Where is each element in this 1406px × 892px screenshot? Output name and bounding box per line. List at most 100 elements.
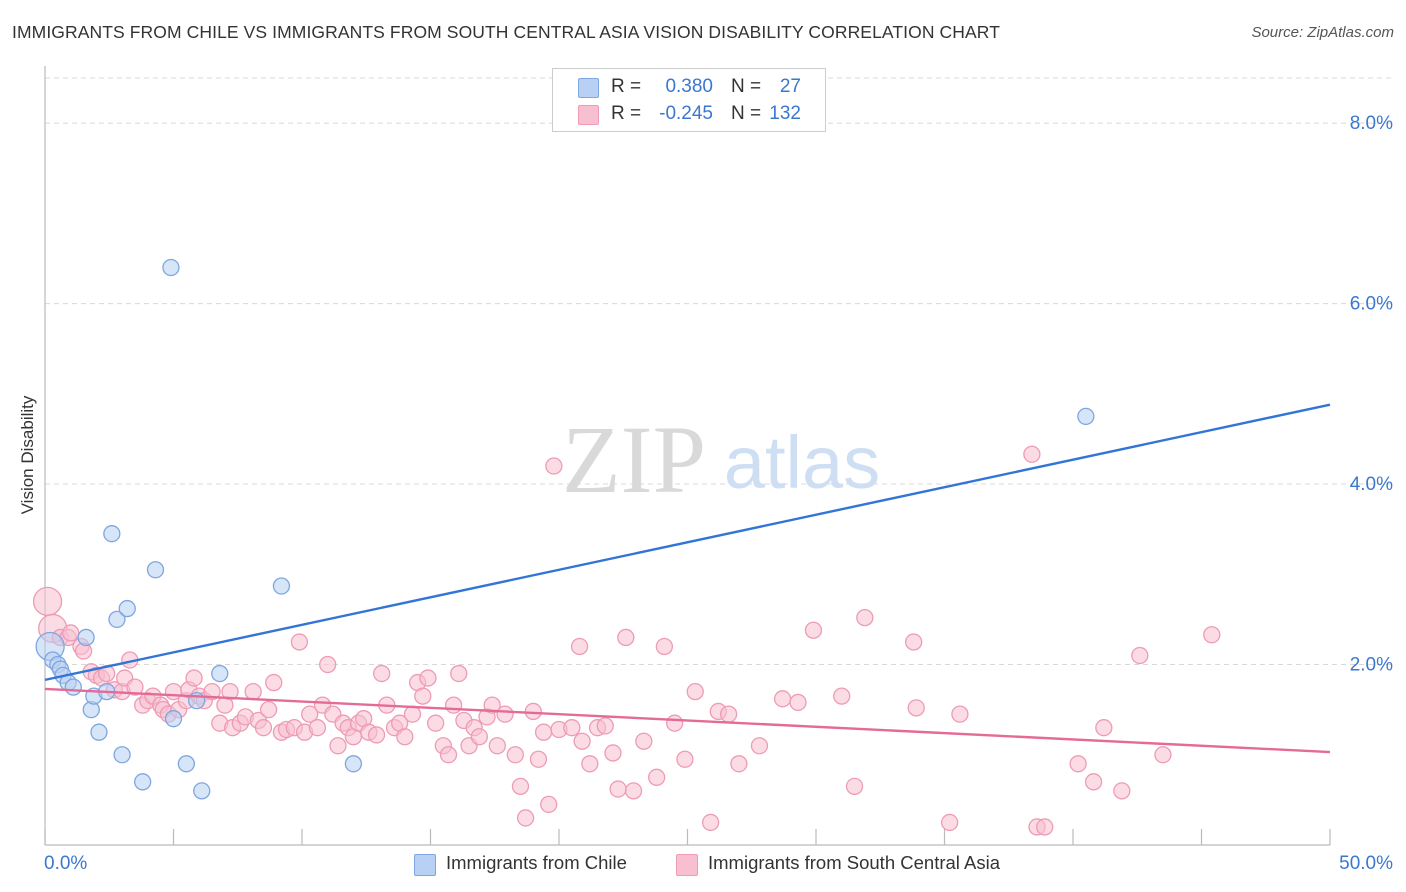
watermark-atlas: atlas	[724, 421, 880, 504]
south-central-asia-point	[1095, 719, 1113, 737]
legend-r-value: 0.380	[665, 76, 713, 97]
south-central-asia-point	[203, 682, 221, 701]
legend-swatch-south-central-asia	[676, 854, 698, 876]
south-central-asia-point	[373, 664, 391, 683]
chile-point	[1077, 407, 1095, 426]
south-central-asia-point	[126, 678, 144, 696]
series-chile-points	[35, 258, 1095, 800]
legend-n-value: 132	[769, 103, 801, 124]
south-central-asia-point	[1131, 646, 1149, 665]
y-axis-title: Vision Disability	[18, 395, 37, 515]
south-central-asia-point	[789, 693, 807, 712]
south-central-asia-point	[444, 696, 463, 714]
south-central-asia-point	[545, 457, 563, 475]
south-central-asia-point	[450, 664, 468, 683]
legend-r-label: R =	[611, 76, 642, 97]
grid-lines	[45, 77, 1392, 666]
south-central-asia-point	[470, 728, 488, 746]
south-central-asia-point	[308, 719, 327, 737]
legend-label-chile: Immigrants from Chile	[446, 852, 627, 873]
chile-point	[118, 599, 136, 618]
south-central-asia-point	[648, 768, 666, 786]
south-central-asia-point	[604, 744, 622, 762]
x-tick-label: 50.0%	[1339, 853, 1393, 874]
x-tick-label: 0.0%	[44, 853, 87, 874]
legend-n-label: N =	[731, 103, 762, 124]
legend-swatch-south-central-asia	[578, 105, 599, 125]
chile-point	[211, 664, 229, 683]
south-central-asia-point	[1069, 755, 1087, 773]
south-central-asia-point	[1084, 773, 1103, 791]
south-central-asia-point	[563, 719, 581, 737]
south-central-asia-point	[396, 728, 414, 746]
south-central-asia-point	[319, 655, 337, 674]
south-central-asia-point	[907, 699, 925, 717]
south-central-asia-point	[1023, 445, 1041, 463]
chile-point	[90, 723, 108, 741]
south-central-asia-point	[635, 732, 653, 750]
legend-r-value: -0.245	[659, 103, 713, 124]
south-central-asia-point	[730, 755, 748, 773]
axes	[44, 66, 1331, 846]
south-central-asia-point	[259, 700, 278, 719]
source-label: Source: ZipAtlas.com	[1251, 24, 1394, 41]
chile-point	[177, 755, 196, 773]
trend-line-south-central-asia	[44, 687, 1331, 754]
legend-n-label: N =	[731, 76, 762, 97]
chile-point	[193, 782, 211, 800]
south-central-asia-point	[573, 732, 591, 750]
south-central-asia-point	[506, 746, 524, 764]
chile-point	[103, 525, 121, 543]
y-tick-label: 8.0%	[1350, 113, 1393, 134]
south-central-asia-point	[905, 633, 923, 651]
south-central-asia-point	[719, 705, 738, 723]
south-central-asia-point	[804, 621, 823, 639]
south-central-asia-point	[686, 682, 704, 701]
south-central-asia-point	[773, 690, 792, 708]
south-central-asia-point	[62, 624, 80, 642]
south-central-asia-point	[426, 714, 445, 732]
chile-point	[272, 577, 291, 595]
watermark-zip: ZIP	[562, 406, 706, 513]
south-central-asia-point	[856, 608, 874, 627]
south-central-asia-point	[329, 737, 347, 755]
south-central-asia-point	[951, 705, 969, 723]
south-central-asia-point	[570, 637, 589, 656]
south-central-asia-point	[655, 637, 674, 656]
south-central-asia-point	[1036, 818, 1054, 836]
south-central-asia-point	[666, 714, 684, 732]
legend-swatch-chile	[578, 78, 599, 98]
south-central-asia-point	[483, 696, 501, 714]
south-central-asia-point	[185, 669, 203, 687]
chile-point	[108, 610, 126, 629]
legend-stats: R = 0.380 N = 27 R = -0.245 N = 132	[552, 68, 826, 132]
south-central-asia-point	[617, 628, 635, 647]
south-central-asia-point	[1203, 626, 1221, 644]
legend-stats-row-chile: R = 0.380 N = 27	[553, 74, 825, 100]
south-central-asia-point	[609, 780, 627, 798]
south-central-asia-point	[439, 746, 458, 764]
south-central-asia-point	[419, 669, 437, 687]
chile-point	[113, 746, 131, 764]
south-central-asia-point	[511, 777, 530, 795]
y-tick-label: 6.0%	[1350, 294, 1393, 315]
south-central-asia-point	[540, 795, 558, 814]
chile-point	[146, 561, 165, 579]
south-central-asia-point	[516, 809, 535, 827]
south-central-asia-point	[845, 777, 864, 795]
south-central-asia-point	[750, 737, 769, 755]
legend-stats-row-south-central-asia: R = -0.245 N = 132	[553, 101, 825, 127]
trend-line-chile	[44, 403, 1331, 682]
south-central-asia-point	[940, 813, 959, 832]
chile-point	[344, 755, 363, 773]
south-central-asia-point	[414, 687, 432, 705]
south-central-asia-point	[624, 782, 643, 800]
tick-labels: 2.0% 4.0% 6.0% 8.0% 0.0% 50.0%	[44, 113, 1393, 874]
legend-label-south-central-asia: Immigrants from South Central Asia	[708, 852, 1000, 873]
south-central-asia-point	[701, 813, 720, 832]
south-central-asia-point	[1154, 746, 1172, 764]
south-central-asia-point	[254, 719, 273, 737]
watermark: ZIP atlas	[562, 406, 880, 513]
south-central-asia-point	[244, 682, 262, 701]
south-central-asia-point	[221, 682, 239, 701]
